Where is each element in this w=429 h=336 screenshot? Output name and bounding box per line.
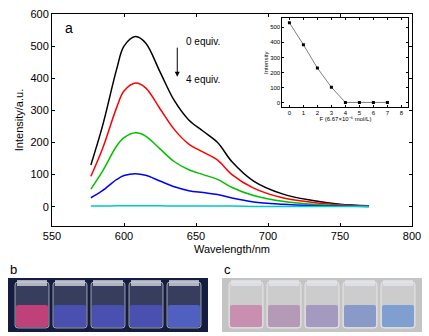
svg-text:700: 700 <box>259 230 277 242</box>
svg-text:750: 750 <box>331 230 349 242</box>
svg-text:4: 4 <box>344 110 348 116</box>
svg-text:F (6.67×10⁻⁶ mol/L): F (6.67×10⁻⁶ mol/L) <box>319 116 371 122</box>
svg-text:1: 1 <box>302 110 306 116</box>
svg-text:600: 600 <box>115 230 133 242</box>
svg-text:a: a <box>65 20 73 36</box>
svg-text:7: 7 <box>386 110 390 116</box>
svg-text:400: 400 <box>270 39 281 45</box>
svg-text:Intensity: Intensity <box>263 52 269 74</box>
svg-text:400: 400 <box>30 72 48 84</box>
html-text:b: b <box>10 262 18 277</box>
svg-text:200: 200 <box>270 70 281 76</box>
svg-text:500: 500 <box>270 24 281 30</box>
svg-text:6: 6 <box>372 110 376 116</box>
svg-text:800: 800 <box>403 230 421 242</box>
svg-text:0: 0 <box>288 110 292 116</box>
html-text:c: c <box>224 262 231 277</box>
svg-text:300: 300 <box>270 55 281 61</box>
svg-text:100: 100 <box>30 168 48 180</box>
svg-text:600: 600 <box>30 8 48 20</box>
svg-text:300: 300 <box>30 104 48 116</box>
svg-text:Intensity/a.u.: Intensity/a.u. <box>13 89 25 151</box>
svg-text:3: 3 <box>330 110 334 116</box>
svg-text:550: 550 <box>43 230 61 242</box>
svg-text:200: 200 <box>30 136 48 148</box>
svg-text:5: 5 <box>358 110 362 116</box>
svg-text:0: 0 <box>43 201 49 213</box>
svg-text:100: 100 <box>270 85 281 91</box>
svg-text:0: 0 <box>277 100 281 106</box>
svg-text:650: 650 <box>187 230 205 242</box>
svg-text:Wavelength/nm: Wavelength/nm <box>194 243 270 255</box>
svg-text:0 equiv.: 0 equiv. <box>186 36 220 47</box>
svg-text:4 equiv.: 4 equiv. <box>186 74 220 85</box>
svg-text:8: 8 <box>400 110 404 116</box>
svg-text:2: 2 <box>316 110 320 116</box>
svg-text:500: 500 <box>30 40 48 52</box>
